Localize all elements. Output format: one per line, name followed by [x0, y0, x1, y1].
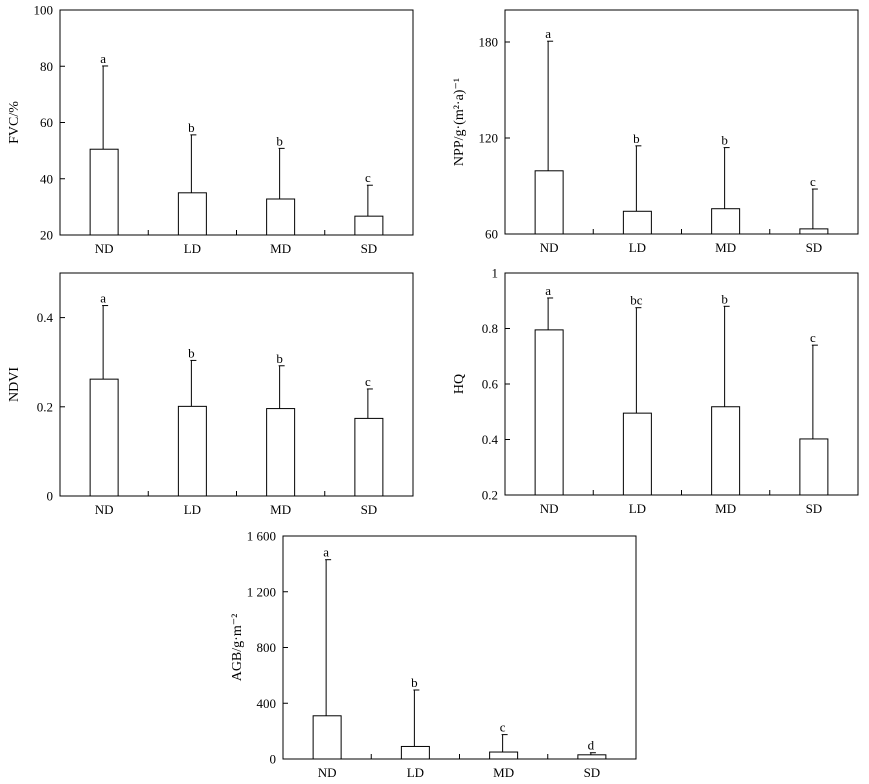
- significance-letter: b: [721, 133, 728, 148]
- x-tick-label: LD: [184, 502, 201, 517]
- chart-agb: 0 400 800 1 200 1 600 a ND b LD c MD d SD AGB/g·m⁻²: [230, 529, 637, 780]
- y-axis-label: NDVI: [7, 367, 22, 402]
- significance-letter: bc: [630, 293, 643, 308]
- significance-letter: c: [365, 374, 371, 389]
- x-tick-label: SD: [806, 240, 823, 255]
- bar-ld: [622, 412, 652, 496]
- x-tick-label: MD: [493, 765, 514, 780]
- bar-md: [489, 751, 519, 760]
- bar-md: [711, 208, 741, 235]
- y-tick-label: 0.4: [482, 432, 499, 447]
- bar-md: [266, 408, 296, 497]
- x-tick-label: MD: [270, 502, 291, 517]
- x-tick-label: SD: [361, 241, 378, 256]
- bar-md: [266, 198, 296, 236]
- y-tick-label: 0.6: [482, 377, 499, 392]
- x-tick-label: LD: [407, 765, 424, 780]
- y-axis-label: FVC/%: [7, 101, 22, 144]
- y-tick-label: 800: [257, 640, 277, 655]
- y-axis-label: HQ: [452, 374, 467, 394]
- y-tick-label: 180: [479, 35, 499, 50]
- bar-nd: [534, 329, 564, 496]
- y-tick-label: 40: [40, 171, 53, 186]
- significance-letter: d: [588, 738, 595, 753]
- significance-letter: c: [365, 170, 371, 185]
- x-tick-label: LD: [629, 501, 646, 516]
- significance-letter: a: [545, 26, 551, 41]
- y-tick-label: 1 200: [247, 584, 276, 599]
- y-tick-label: 60: [485, 227, 498, 242]
- y-tick-label: 0.4: [37, 310, 54, 325]
- significance-letter: b: [633, 131, 640, 146]
- x-tick-label: ND: [540, 501, 559, 516]
- significance-letter: b: [721, 291, 728, 306]
- y-tick-label: 0: [47, 489, 54, 504]
- bar-ld: [177, 192, 207, 236]
- significance-letter: c: [500, 720, 506, 735]
- bar-md: [711, 406, 741, 496]
- y-tick-label: 0.2: [37, 399, 53, 414]
- x-tick-label: SD: [361, 502, 378, 517]
- x-tick-label: ND: [540, 240, 559, 255]
- chart-hq: 0.2 0.4 0.6 0.8 1 a ND bc LD b MD c SD HQ: [452, 266, 859, 516]
- bar-ld: [400, 745, 430, 760]
- y-tick-label: 120: [479, 131, 499, 146]
- significance-letter: a: [545, 283, 551, 298]
- x-tick-label: LD: [184, 241, 201, 256]
- bar-sd: [354, 215, 384, 236]
- significance-letter: b: [276, 351, 283, 366]
- chart-npp: 60 120 180 a ND b LD b MD c SD NPP/g·(m²·a)⁻¹: [452, 9, 859, 255]
- bar-sd: [577, 754, 607, 760]
- chart-fvc: 20 40 60 80 100 a ND b LD b MD c SD FVC/%: [7, 3, 414, 256]
- x-tick-label: ND: [318, 765, 337, 780]
- bar-ld: [622, 210, 652, 235]
- x-tick-label: SD: [806, 501, 823, 516]
- x-tick-label: SD: [584, 765, 601, 780]
- bar-nd: [89, 148, 119, 236]
- y-tick-label: 0.8: [482, 321, 498, 336]
- x-tick-label: ND: [95, 502, 114, 517]
- y-axis-label: NPP/g·(m²·a)⁻¹: [452, 78, 467, 166]
- significance-letter: b: [276, 133, 283, 148]
- significance-letter: b: [188, 345, 195, 360]
- significance-letter: c: [810, 174, 816, 189]
- y-tick-label: 1 600: [247, 529, 276, 544]
- y-tick-label: 0: [270, 752, 277, 767]
- x-tick-label: ND: [95, 241, 114, 256]
- significance-letter: a: [100, 291, 106, 306]
- bar-sd: [799, 438, 829, 496]
- y-tick-label: 20: [40, 228, 53, 243]
- x-tick-label: MD: [270, 241, 291, 256]
- significance-letter: a: [323, 545, 329, 560]
- significance-letter: b: [411, 675, 418, 690]
- y-tick-label: 80: [40, 59, 53, 74]
- x-tick-label: MD: [715, 240, 736, 255]
- x-tick-label: LD: [629, 240, 646, 255]
- chart-ndvi: 0 0.2 0.4 a ND b LD b MD c SD NDVI: [7, 272, 414, 517]
- significance-letter: a: [100, 51, 106, 66]
- y-axis-label: AGB/g·m⁻²: [230, 614, 245, 682]
- y-tick-label: 100: [34, 3, 54, 18]
- significance-letter: b: [188, 120, 195, 135]
- bar-sd: [799, 228, 829, 235]
- bar-nd: [89, 378, 119, 497]
- y-tick-label: 1: [492, 266, 499, 281]
- y-tick-label: 60: [40, 115, 53, 130]
- bar-ld: [177, 405, 207, 497]
- x-tick-label: MD: [715, 501, 736, 516]
- bar-sd: [354, 417, 384, 497]
- bar-nd: [312, 715, 342, 760]
- significance-letter: c: [810, 330, 816, 345]
- y-tick-label: 400: [257, 696, 277, 711]
- bar-nd: [534, 170, 564, 235]
- y-tick-label: 0.2: [482, 488, 498, 503]
